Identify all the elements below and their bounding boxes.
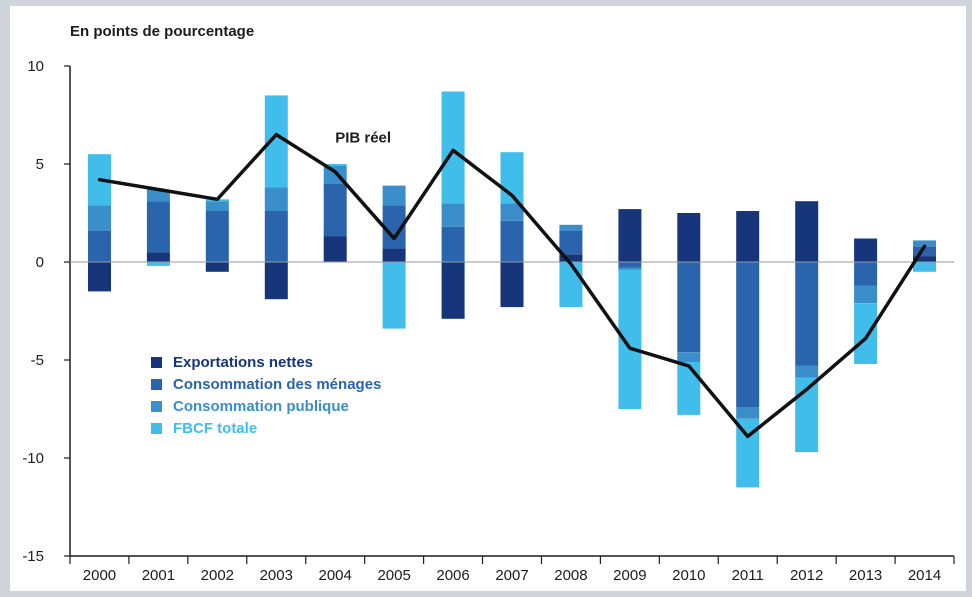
bar-segment-2000-s1 — [88, 230, 111, 262]
legend-swatch — [151, 401, 162, 412]
legend-swatch — [151, 357, 162, 368]
chart-panel: En points de pourcentage 10 5 0 -5 -10 -15 200… — [10, 6, 966, 591]
bar-segment-2008-s0 — [559, 254, 583, 262]
bar-segment-2013-s1 — [854, 262, 878, 286]
bar-segment-2010-s2 — [677, 352, 701, 362]
x-tick-label: 2011 — [732, 567, 764, 584]
bar-segment-2008-s3 — [559, 262, 583, 308]
x-tick-label: 2004 — [319, 567, 352, 584]
x-tick-label: 2014 — [908, 567, 941, 584]
bar-segment-2005-s3 — [382, 262, 406, 329]
bar-segment-2006-s3 — [441, 91, 465, 204]
bar-segment-2013-s2 — [854, 285, 878, 304]
y-tick-label: -15 — [22, 548, 44, 565]
bar-segment-2013-s0 — [854, 238, 878, 262]
x-tick-label: 2009 — [613, 567, 646, 584]
bar-segment-2004-s3 — [323, 164, 347, 166]
bar-segment-2008-s1 — [559, 230, 583, 255]
x-tick-label: 2003 — [260, 567, 293, 584]
y-tick-label: 0 — [36, 254, 44, 271]
bar-segment-2012-s1 — [795, 262, 819, 366]
bar-segment-2012-s2 — [795, 365, 819, 378]
bar-segment-2002-s0 — [205, 262, 229, 272]
x-tick-label: 2010 — [672, 567, 705, 584]
bar-segment-2000-s0 — [88, 262, 111, 292]
legend-label: Consommation des ménages — [173, 376, 381, 393]
bar-segment-2001-s3 — [146, 262, 170, 266]
bar-segment-2004-s1 — [323, 183, 347, 237]
bar-segment-2002-s2 — [205, 201, 229, 211]
bar-segment-2014-s0 — [913, 256, 936, 262]
bar-segment-2009-s3 — [618, 269, 642, 409]
bar-segment-2010-s3 — [677, 362, 701, 415]
bar-segment-2003-s1 — [264, 211, 288, 262]
bar-segment-2011-s0 — [736, 211, 760, 262]
bar-segment-2010-s1 — [677, 262, 701, 353]
bar-segment-2007-s0 — [500, 262, 524, 308]
x-tick-label: 2000 — [83, 567, 116, 584]
bar-segment-2005-s1 — [382, 205, 406, 249]
bar-segment-2005-s0 — [382, 248, 406, 262]
bar-segment-2007-s2 — [500, 203, 524, 221]
line-annotation: PIB réel — [335, 129, 391, 146]
bar-segment-2004-s0 — [323, 236, 347, 262]
legend-label: FBCF totale — [173, 420, 257, 437]
y-tick-label: 5 — [36, 156, 44, 173]
bar-segment-2001-s0 — [146, 252, 170, 262]
x-tick-label: 2006 — [436, 567, 469, 584]
x-tick-label: 2007 — [495, 567, 528, 584]
bar-segment-2002-s1 — [205, 211, 229, 262]
x-tick-label: 2013 — [849, 567, 882, 584]
bar-segment-2011-s3 — [736, 418, 760, 488]
bar-segment-2013-s3 — [854, 303, 878, 364]
x-tick-label: 2001 — [142, 567, 175, 584]
x-tick-label: 2008 — [554, 567, 587, 584]
y-tick-label: -5 — [31, 352, 44, 369]
bar-segment-2003-s0 — [264, 262, 288, 300]
bar-segment-2011-s2 — [736, 407, 760, 419]
bar-segment-2003-s3 — [264, 95, 288, 188]
bar-segment-2005-s2 — [382, 185, 406, 206]
x-tick-label: 2012 — [790, 567, 823, 584]
stacked-bar-chart: En points de pourcentage 10 5 0 -5 -10 -15 200… — [22, 23, 955, 584]
bar-segment-2009-s2 — [618, 267, 642, 270]
legend-swatch — [151, 423, 162, 434]
bar-segment-2011-s1 — [736, 262, 760, 407]
bar-segment-2006-s0 — [441, 262, 465, 319]
bar-segment-2006-s1 — [441, 226, 465, 262]
legend-swatch — [151, 379, 162, 390]
x-tick-label: 2005 — [377, 567, 410, 584]
bar-segment-2000-s2 — [88, 205, 111, 231]
bar-segment-2003-s2 — [264, 187, 288, 211]
unit-label: En points de pourcentage — [70, 23, 254, 40]
bar-segment-2001-s1 — [146, 201, 170, 253]
bar-segment-2001-s2 — [146, 189, 170, 202]
y-tick-label: 10 — [27, 58, 44, 75]
legend-label: Exportations nettes — [173, 354, 313, 371]
legend-label: Consommation publique — [173, 398, 349, 415]
bar-segment-2010-s0 — [677, 213, 701, 262]
bar-segment-2008-s2 — [559, 224, 583, 231]
series-line-pib — [97, 132, 927, 439]
bar-segment-2006-s2 — [441, 203, 465, 227]
y-tick-label: -10 — [22, 450, 44, 467]
bar-segment-2007-s1 — [500, 220, 524, 262]
bar-segment-2012-s3 — [795, 377, 819, 453]
bar-segment-2014-s1 — [913, 246, 936, 257]
bar-segment-2009-s0 — [618, 209, 642, 262]
bar-segment-2014-s3 — [913, 262, 936, 272]
bar-segment-2009-s1 — [618, 262, 642, 268]
bar-segment-2014-s2 — [913, 240, 936, 247]
bar-segment-2012-s0 — [795, 201, 819, 262]
x-tick-label: 2002 — [201, 567, 234, 584]
